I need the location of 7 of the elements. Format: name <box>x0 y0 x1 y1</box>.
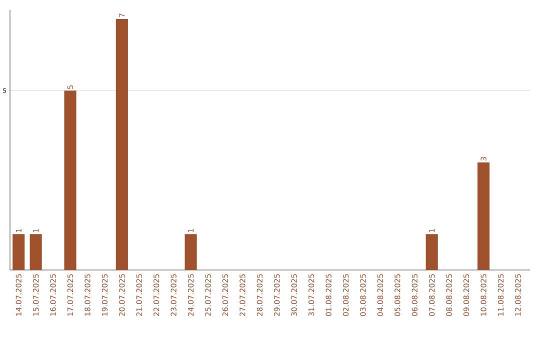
bar <box>64 90 76 270</box>
bar <box>116 18 128 270</box>
bar <box>12 234 25 270</box>
bar <box>477 162 490 270</box>
bar <box>30 234 42 270</box>
bar <box>426 234 438 270</box>
bar <box>184 234 197 270</box>
